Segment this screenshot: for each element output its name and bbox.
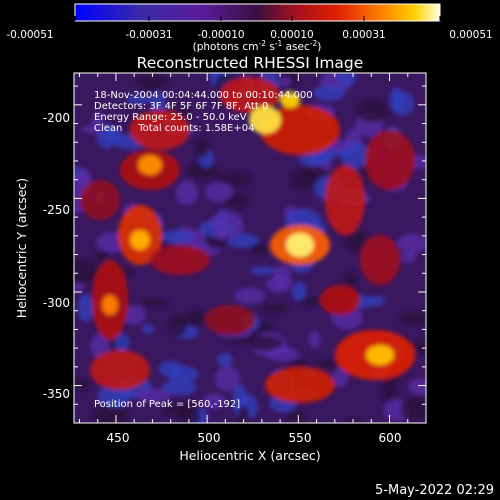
x-tick-label: 600 (379, 431, 402, 445)
x-axis-label: Heliocentric X (arcsec) (179, 448, 320, 463)
colorbar-unit-label: (photons cm-2 s-1 asec-2) (193, 39, 322, 53)
colorbar-tick: 0.00031 (342, 29, 385, 41)
x-tick-label: 550 (289, 431, 312, 445)
rhessi-image (74, 73, 426, 423)
colorbar-tick: 0.00010 (270, 29, 313, 41)
x-tick-label: 500 (198, 431, 221, 445)
plot-title: Reconstructed RHESSI Image (137, 54, 364, 72)
annotation-detectors: Detectors: 3F 4F 5F 6F 7F 8F, Att 0 (94, 101, 268, 112)
y-tick-label: -350 (43, 387, 70, 401)
y-tick-label: -200 (43, 111, 70, 125)
annotation-total-counts: Clean Total counts: 1.58E+04 (94, 123, 254, 134)
colorbar-tick: -0.00031 (125, 29, 172, 41)
plot-annotations: 18-Nov-2004 00:04:44.000 to 00:10:44.000… (94, 90, 313, 134)
annotation-time-range: 18-Nov-2004 00:04:44.000 to 00:10:44.000 (94, 90, 313, 101)
y-tick-label: -300 (43, 296, 70, 310)
y-tick-labels: -200 -250 -300 -350 (43, 111, 70, 401)
peak-position-label: Position of Peak = [560,-192] (94, 399, 240, 410)
colorbar-tick: -0.00051 (6, 29, 53, 41)
y-axis-label: Heliocentric Y (arcsec) (14, 178, 29, 318)
annotation-energy-range: Energy Range: 25.0 - 50.0 keV (94, 112, 247, 123)
y-tick-label: -250 (43, 203, 70, 217)
plot-frame (73, 72, 427, 424)
colorbar-tick-labels: -0.00051 -0.00031 -0.00010 0.00010 0.000… (6, 29, 492, 41)
colorbar (74, 3, 441, 22)
footer-timestamp: 5-May-2022 02:29 (375, 483, 494, 498)
x-tick-labels: 450 500 550 600 (107, 431, 402, 445)
colorbar-tick: -0.00010 (197, 29, 244, 41)
x-tick-label: 450 (107, 431, 130, 445)
colorbar-tick: 0.00051 (449, 29, 492, 41)
